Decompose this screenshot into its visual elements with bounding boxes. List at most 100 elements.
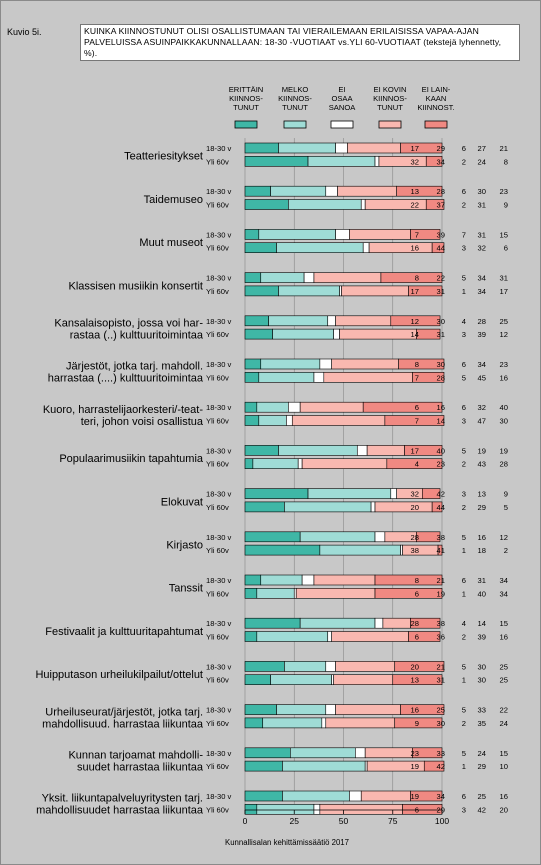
category-label: Festivaalit ja kulttuuritapahtumat [45, 626, 203, 638]
group-label: 18-30 v [206, 533, 232, 542]
value-label: 42 [437, 762, 445, 771]
value-label: 13 [411, 187, 419, 196]
bar-segment [244, 803, 258, 815]
bar-segment [278, 445, 358, 456]
group-label: Yli 60v [206, 417, 229, 426]
group-label: Yli 60v [206, 244, 229, 253]
value-label: 38 [437, 533, 445, 542]
value-label: 42 [437, 490, 445, 499]
bar-segment [284, 661, 327, 672]
bar-segment [244, 415, 260, 426]
bar-segment [374, 587, 443, 599]
category-label: Urheiluseurat/järjestöt, jotka tarj. [45, 706, 203, 718]
legend-label: OSAA [331, 94, 353, 103]
bar-segment [299, 617, 376, 629]
bar-segment [362, 401, 443, 413]
group-label: Yli 60v [206, 460, 229, 469]
group-label: Yli 60v [206, 719, 229, 728]
value-label: 6 [504, 244, 508, 253]
bar-segment [244, 199, 289, 210]
bar-segment [408, 631, 441, 642]
category-label: Taidemuseo [144, 194, 203, 206]
value-label: 6 [462, 144, 466, 153]
bar-segment [412, 371, 445, 383]
bar-segment [290, 747, 356, 759]
bar-segment [412, 747, 443, 759]
bar-segment [349, 790, 362, 802]
value-label: 19 [500, 446, 508, 455]
category-label: Tanssit [169, 583, 203, 595]
bar-segment [319, 803, 403, 815]
group-label: Yli 60v [206, 503, 229, 512]
bar-segment [394, 661, 445, 672]
category-label: mahdollisuud. harrastaa liikuntaa [42, 718, 204, 730]
bar-segment [244, 790, 283, 802]
group-label: Yli 60v [206, 805, 229, 814]
legend-label: EI KOVIN [374, 85, 407, 94]
bar-segment [396, 185, 443, 197]
category-label: Kansalaisopisto, jossa voi har- [54, 317, 203, 329]
bar-segment [244, 371, 260, 383]
value-label: 1 [462, 589, 466, 598]
x-tick-label: 100 [435, 816, 449, 826]
bar-segment [244, 142, 279, 154]
value-label: 30 [437, 360, 445, 369]
value-label: 22 [500, 706, 508, 715]
value-label: 1 [462, 676, 466, 685]
group-label: 18-30 v [206, 662, 232, 671]
value-label: 20 [411, 503, 419, 512]
value-label: 33 [478, 706, 486, 715]
value-label: 5 [462, 446, 466, 455]
value-label: 12 [500, 533, 508, 542]
bar-segment [410, 617, 441, 629]
bar-segment [335, 315, 392, 327]
bar-segment [260, 358, 321, 370]
value-label: 19 [411, 762, 419, 771]
bar-segment [392, 674, 443, 686]
bar-segment [270, 674, 332, 686]
bar-segment [402, 544, 439, 556]
value-label: 23 [411, 749, 419, 758]
value-label: 9 [504, 201, 508, 210]
value-label: 34 [437, 792, 445, 801]
group-label: Yli 60v [206, 589, 229, 598]
bar-segment [380, 272, 443, 283]
bar-segment [307, 156, 376, 167]
value-label: 31 [437, 330, 445, 339]
value-label: 3 [462, 417, 466, 426]
bar-segment [374, 617, 384, 629]
bar-segment [335, 142, 348, 154]
value-label: 2 [462, 503, 466, 512]
value-label: 20 [500, 805, 508, 814]
value-label: 2 [462, 201, 466, 210]
legend-swatch [283, 120, 307, 129]
group-label: 18-30 v [206, 317, 232, 326]
bar-segment [425, 156, 443, 167]
value-label: 1 [462, 546, 466, 555]
bar-segment [244, 401, 258, 413]
bar-segment [410, 229, 441, 240]
bar-segment [437, 544, 443, 556]
bar-segment [244, 617, 301, 629]
bar-segment [284, 501, 372, 513]
value-label: 25 [500, 676, 508, 685]
bar-segment [368, 242, 433, 253]
value-label: 8 [415, 360, 419, 369]
bar-segment [410, 790, 443, 802]
bar-segment [313, 371, 325, 383]
value-label: 42 [478, 805, 486, 814]
value-label: 32 [478, 403, 486, 412]
bar-segment [341, 285, 409, 297]
bar-segment [244, 501, 285, 513]
value-label: 34 [478, 274, 486, 283]
value-label: 28 [500, 460, 508, 469]
category-label: mahdollisuudet harrastaa liikuntaa [36, 805, 204, 817]
value-label: 18 [478, 546, 486, 555]
group-label: 18-30 v [206, 490, 232, 499]
value-label: 31 [437, 676, 445, 685]
value-label: 28 [411, 619, 419, 628]
value-label: 4 [415, 460, 419, 469]
value-label: 25 [437, 706, 445, 715]
bar-segment [288, 401, 301, 413]
value-label: 13 [478, 490, 486, 499]
